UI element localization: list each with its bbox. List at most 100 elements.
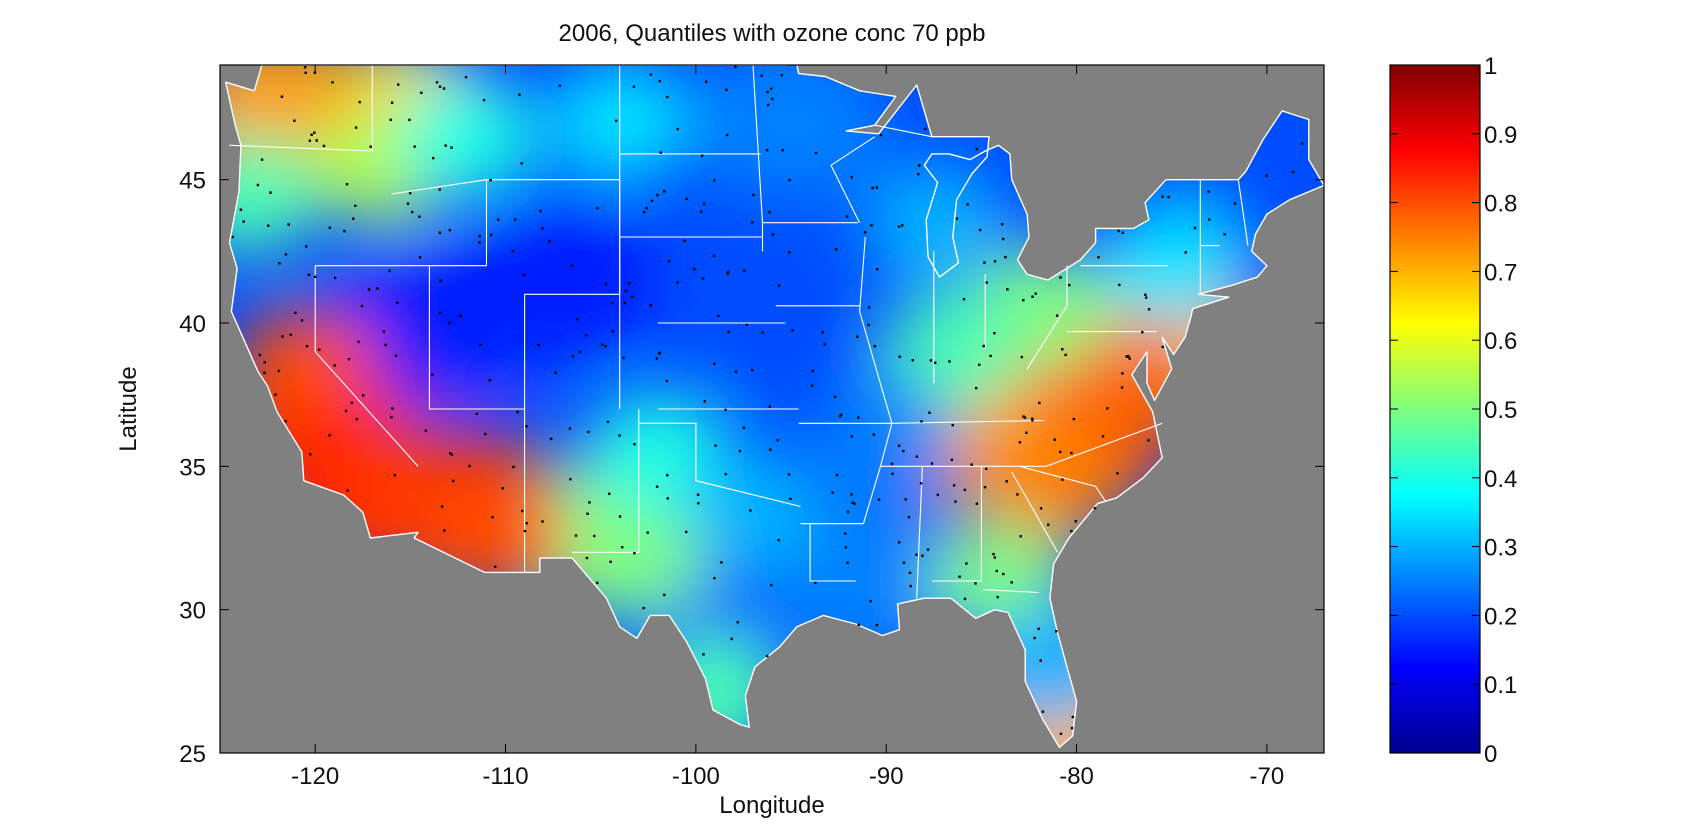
monitor-site-dot <box>993 260 997 263</box>
monitor-site-dot <box>788 251 791 254</box>
monitor-site-dot <box>303 66 307 69</box>
monitor-site-dot <box>501 487 504 490</box>
monitor-site-dot <box>909 584 912 588</box>
monitor-site-dot <box>578 350 582 354</box>
monitor-site-dot <box>274 393 277 396</box>
monitor-site-dot <box>1071 715 1074 719</box>
y-tick-label: 45 <box>179 168 206 195</box>
monitor-site-dot <box>663 593 666 597</box>
monitor-site-dot <box>1061 478 1064 481</box>
monitor-site-dot <box>478 235 481 238</box>
monitor-site-dot <box>934 361 937 364</box>
monitor-site-dot <box>484 432 487 436</box>
monitor-site-dot <box>725 133 729 137</box>
monitor-site-dot <box>924 127 927 131</box>
monitor-site-dot <box>1031 417 1034 420</box>
monitor-site-dot <box>876 267 879 271</box>
state-border-22 <box>916 466 923 599</box>
map-axes <box>220 65 1324 753</box>
monitor-site-dot <box>701 154 704 157</box>
monitor-site-dot <box>974 582 977 585</box>
colorbar-tick-label: 0.8 <box>1484 191 1517 218</box>
monitor-site-dot <box>494 565 497 568</box>
monitor-site-dot <box>954 500 957 503</box>
monitor-site-dot <box>702 202 706 205</box>
monitor-site-dot <box>406 202 410 205</box>
monitor-site-dot <box>397 83 400 86</box>
monitor-site-dot <box>554 371 557 374</box>
monitor-site-dot <box>1010 581 1013 584</box>
monitor-site-dot <box>780 74 784 77</box>
monitor-site-dot <box>908 571 912 574</box>
monitor-site-dot <box>769 448 772 451</box>
monitor-site-dot <box>281 335 284 338</box>
monitor-site-dot <box>277 369 281 373</box>
monitor-site-dot <box>1047 523 1050 526</box>
monitor-site-dot <box>1064 353 1067 357</box>
monitor-site-dot <box>853 502 856 505</box>
monitor-site-dot <box>512 465 515 469</box>
state-border-18 <box>809 523 856 582</box>
monitor-site-dot <box>771 97 774 101</box>
x-tick-label: -70 <box>1250 763 1285 790</box>
monitor-site-dot <box>539 209 542 213</box>
monitor-site-dot <box>304 71 307 74</box>
monitor-site-dot <box>983 486 987 489</box>
map-title: 2006, Quantiles with ozone conc 70 ppb <box>559 20 986 47</box>
monitor-site-dot <box>443 529 446 532</box>
monitor-site-dot <box>665 379 668 383</box>
monitor-site-dot <box>702 653 705 656</box>
monitor-site-dot <box>1059 450 1062 454</box>
monitor-site-dot <box>448 228 451 232</box>
monitor-site-dot <box>873 344 876 348</box>
monitor-site-dot <box>1116 472 1119 475</box>
monitor-site-dot <box>1055 314 1059 317</box>
monitor-site-dot <box>307 273 311 277</box>
monitor-site-dot <box>631 295 634 299</box>
monitor-site-dot <box>1127 355 1130 358</box>
monitor-site-dot <box>958 575 961 578</box>
monitor-site-dot <box>570 264 573 267</box>
monitor-site-dot <box>360 304 364 308</box>
monitor-site-dot <box>777 539 780 542</box>
monitor-site-dot <box>459 314 462 317</box>
monitor-site-dot <box>260 158 264 161</box>
quantile-field-4 <box>225 134 319 254</box>
monitor-site-dot <box>846 561 849 564</box>
monitor-site-dot <box>468 464 471 468</box>
monitor-site-dot <box>633 443 636 446</box>
monitor-site-dot <box>720 561 723 564</box>
monitor-site-dot <box>850 493 853 496</box>
monitor-site-dot <box>993 556 996 559</box>
monitor-site-dot <box>586 512 589 515</box>
monitor-site-dot <box>608 492 611 495</box>
monitor-site-dot <box>516 410 519 414</box>
monitor-site-dot <box>875 186 878 189</box>
monitor-site-dot <box>738 449 742 453</box>
monitor-site-dot <box>857 623 860 626</box>
monitor-site-dot <box>1120 386 1124 389</box>
monitor-site-dot <box>919 482 923 485</box>
monitor-site-dot <box>358 100 361 104</box>
monitor-site-dot <box>588 501 591 504</box>
monitor-site-dot <box>615 119 618 122</box>
colorbar-gradient <box>1389 64 1481 754</box>
monitor-site-dot <box>1004 255 1007 259</box>
monitor-site-dot <box>676 127 679 131</box>
axes-frame <box>219 64 1325 754</box>
monitor-site-dot <box>258 353 262 357</box>
monitor-site-dot <box>768 405 771 408</box>
monitor-site-dot <box>315 139 318 142</box>
monitor-site-dot <box>632 85 636 88</box>
monitor-site-dot <box>979 228 982 232</box>
monitor-site-dot <box>355 418 358 421</box>
monitor-site-dot <box>930 462 934 465</box>
monitor-site-dot <box>328 434 331 437</box>
monitor-site-dot <box>384 343 387 347</box>
monitor-site-dot <box>823 343 826 346</box>
colorbar-tick-label: 0.4 <box>1484 466 1517 493</box>
monitor-site-dot <box>749 509 752 512</box>
state-borders <box>229 65 1249 599</box>
monitor-site-dot <box>294 311 297 314</box>
monitor-site-dot <box>926 548 930 551</box>
